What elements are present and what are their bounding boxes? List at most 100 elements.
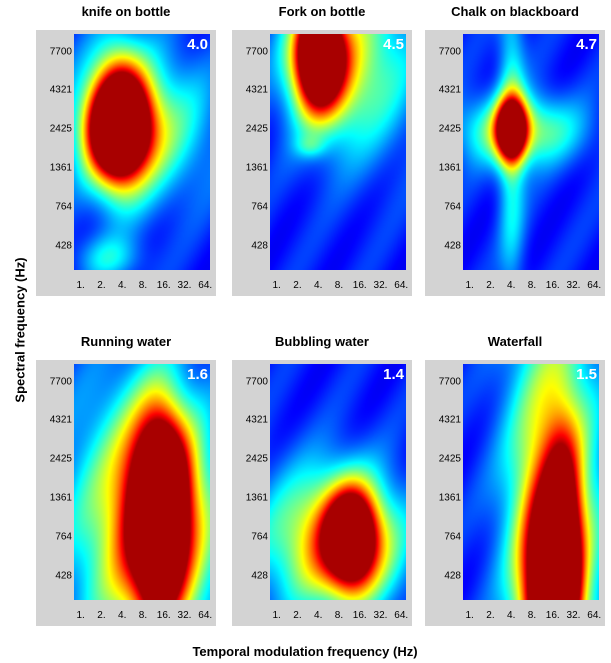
y-tick-label: 2425 — [438, 453, 461, 465]
y-tick-label: 2425 — [245, 453, 268, 465]
x-axis-title: Temporal modulation frequency (Hz) — [192, 644, 418, 659]
y-tick-label: 7700 — [245, 376, 268, 388]
x-tick-label: 64. — [198, 610, 213, 621]
panel-5: Bubbling water 1.4 7700 4321 2425 1361 764 42… — [232, 330, 412, 640]
score-label: 1.4 — [383, 366, 404, 383]
x-tick-label: 1. — [465, 610, 474, 621]
y-tick-label: 428 — [444, 570, 461, 582]
y-tick-label: 4321 — [49, 84, 72, 96]
panel-1: knife on bottle 4.0 7700 4321 2425 1361 764 4… — [36, 0, 216, 310]
score-label: 1.5 — [576, 366, 597, 383]
x-tick-label: 4. — [507, 280, 516, 291]
x-tick-label: 1. — [465, 280, 474, 291]
y-tick-label: 428 — [251, 240, 268, 252]
x-tick-label: 32. — [566, 280, 581, 291]
x-tick-label: 1. — [272, 610, 281, 621]
x-tick-label: 8. — [334, 280, 344, 291]
panel-title: knife on bottle — [81, 4, 171, 19]
panel-title: Chalk on blackboard — [451, 4, 579, 19]
x-tick-label: 8. — [138, 280, 148, 291]
y-tick-label: 764 — [444, 201, 461, 213]
panel-title: Bubbling water — [275, 334, 369, 349]
x-tick-label: 16. — [545, 280, 560, 291]
plot-frame: 4.0 7700 4321 2425 1361 764 428 1. 2. 4. 8. 16. 32.… — [36, 30, 216, 296]
y-tick-label: 764 — [251, 531, 268, 543]
plot-frame: 1.6 7700 4321 2425 1361 764 428 1. 2. 4. 8. 16. 32.… — [36, 360, 216, 626]
x-tick-label: 32. — [566, 610, 581, 621]
x-tick-label: 1. — [76, 280, 85, 291]
x-tick-label: 1. — [76, 610, 85, 621]
x-tick-label: 16. — [156, 610, 171, 621]
x-tick-label: 1. — [272, 280, 281, 291]
y-tick-label: 764 — [251, 201, 268, 213]
x-tick-label: 4. — [507, 610, 516, 621]
panel-4: Running water 1.6 7700 4321 2425 1361 764 428… — [36, 330, 216, 640]
x-tick-label: 64. — [587, 610, 602, 621]
y-tick-label: 428 — [55, 570, 72, 582]
y-tick-label: 1361 — [49, 492, 72, 504]
plot-frame: 1.5 7700 4321 2425 1361 764 428 1. 2. 4. 8. 16. 32.… — [425, 360, 605, 626]
panel-title: Running water — [80, 334, 172, 349]
y-tick-label: 4321 — [245, 414, 268, 426]
x-tick-label: 4. — [314, 280, 323, 291]
y-tick-label: 1361 — [49, 162, 72, 174]
x-tick-label: 2. — [293, 610, 302, 621]
x-tick-label: 16. — [156, 280, 171, 291]
x-tick-label: 2. — [293, 280, 302, 291]
heatmap-plot — [270, 364, 406, 600]
x-tick-label: 4. — [118, 610, 127, 621]
y-tick-label: 4321 — [49, 414, 72, 426]
plot-frame: 1.4 7700 4321 2425 1361 764 428 1. 2. 4. 8. 16. 32.… — [232, 360, 412, 626]
heatmap-plot — [463, 34, 599, 270]
x-tick-label: 2. — [486, 610, 495, 621]
y-tick-label: 7700 — [245, 46, 268, 58]
y-tick-label: 2425 — [49, 453, 72, 465]
x-tick-label: 2. — [97, 280, 106, 291]
x-tick-label: 16. — [545, 610, 560, 621]
x-tick-label: 8. — [527, 280, 537, 291]
heatmap-plot — [74, 34, 210, 270]
x-tick-label: 64. — [587, 280, 602, 291]
x-tick-label: 8. — [334, 610, 344, 621]
x-tick-label: 2. — [97, 610, 106, 621]
y-tick-label: 428 — [251, 570, 268, 582]
panel-2: Fork on bottle 4.5 7700 4321 2425 1361 764 42… — [232, 0, 412, 310]
plot-frame: 4.7 7700 4321 2425 1361 764 428 1. 2. 4. 8. 16. 32.… — [425, 30, 605, 296]
heatmap-plot — [270, 34, 406, 270]
x-tick-label: 64. — [394, 610, 409, 621]
x-tick-label: 4. — [118, 280, 127, 291]
y-tick-label: 2425 — [438, 123, 461, 135]
y-tick-label: 4321 — [438, 414, 461, 426]
score-label: 1.6 — [187, 366, 208, 383]
y-tick-label: 2425 — [49, 123, 72, 135]
heatmap-plot — [74, 364, 210, 600]
y-tick-label: 2425 — [245, 123, 268, 135]
y-tick-label: 4321 — [245, 84, 268, 96]
y-tick-label: 764 — [55, 531, 72, 543]
heatmap-plot — [463, 364, 599, 600]
panel-title: Waterfall — [487, 334, 543, 349]
panel-6: Waterfall 1.5 7700 4321 2425 1361 764 428 1. 2.… — [425, 330, 605, 640]
y-tick-label: 764 — [444, 531, 461, 543]
score-label: 4.5 — [383, 36, 404, 53]
y-tick-label: 1361 — [245, 492, 268, 504]
panel-title: Fork on bottle — [278, 4, 366, 19]
x-tick-label: 32. — [177, 280, 192, 291]
y-tick-label: 7700 — [438, 376, 461, 388]
x-tick-label: 2. — [486, 280, 495, 291]
x-tick-label: 32. — [373, 280, 388, 291]
y-tick-label: 428 — [55, 240, 72, 252]
plot-frame: 4.5 7700 4321 2425 1361 764 428 1. 2. 4. 8. 16. 32.… — [232, 30, 412, 296]
x-tick-label: 16. — [352, 610, 367, 621]
y-tick-label: 764 — [55, 201, 72, 213]
y-tick-label: 1361 — [245, 162, 268, 174]
x-tick-label: 16. — [352, 280, 367, 291]
y-tick-label: 7700 — [438, 46, 461, 58]
panel-3: Chalk on blackboard 4.7 7700 4321 2425 1361… — [425, 0, 605, 310]
x-tick-label: 8. — [138, 610, 148, 621]
x-tick-label: 64. — [394, 280, 409, 291]
x-tick-label: 32. — [373, 610, 388, 621]
x-tick-label: 32. — [177, 610, 192, 621]
y-tick-label: 7700 — [49, 376, 72, 388]
x-tick-label: 8. — [527, 610, 537, 621]
